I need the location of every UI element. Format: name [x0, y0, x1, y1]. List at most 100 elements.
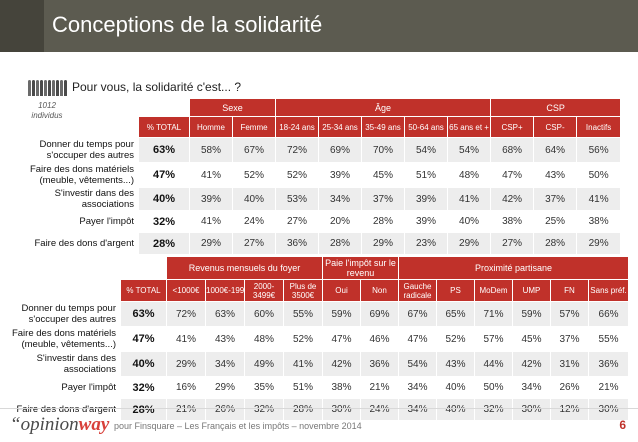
total-cell: 40%: [121, 352, 166, 376]
value-cell: 29%: [190, 233, 232, 254]
value-cell: 44%: [475, 352, 512, 376]
value-cell: 64%: [534, 138, 577, 162]
value-cell: 25%: [534, 211, 577, 232]
row-label: Faire des dons d'argent: [16, 404, 116, 415]
value-cell: 20%: [319, 211, 362, 232]
value-cell: 52%: [284, 327, 322, 351]
value-cell: 41%: [448, 188, 491, 210]
sample-size: 1012 individus: [31, 101, 63, 120]
value-cell: 52%: [437, 327, 474, 351]
value-cell: 48%: [448, 163, 491, 187]
table-revenus-impot-partis: Revenus mensuels du foyer Paie l'impôt s…: [0, 256, 629, 421]
value-cell: 12%: [551, 399, 588, 420]
value-cell: 34%: [399, 399, 436, 420]
value-cell: 51%: [405, 163, 448, 187]
value-cell: 45%: [513, 327, 550, 351]
value-cell: 66%: [589, 302, 629, 326]
row-label: Payer l'impôt: [79, 216, 134, 227]
value-cell: 43%: [437, 352, 474, 376]
opinionway-logo: “opinionway: [10, 414, 110, 435]
value-cell: 27%: [276, 211, 319, 232]
value-cell: 29%: [362, 233, 405, 254]
footer-divider: [0, 408, 638, 409]
column-header: FN: [551, 280, 588, 301]
value-cell: 42%: [323, 352, 360, 376]
value-cell: 57%: [551, 302, 588, 326]
value-cell: 70%: [362, 138, 405, 162]
value-cell: 57%: [475, 327, 512, 351]
row-label: Donner du temps pour s'occuper des autre…: [39, 139, 134, 161]
value-cell: 29%: [577, 233, 621, 254]
value-cell: 46%: [361, 327, 398, 351]
value-cell: 27%: [491, 233, 534, 254]
value-cell: 28%: [534, 233, 577, 254]
total-cell: 40%: [139, 188, 189, 210]
value-cell: 51%: [284, 377, 322, 398]
value-cell: 53%: [276, 188, 319, 210]
value-cell: 54%: [399, 352, 436, 376]
value-cell: 47%: [491, 163, 534, 187]
value-cell: 47%: [399, 327, 436, 351]
footer-source: pour Finsquare – Les Français et les imp…: [114, 421, 362, 431]
question-text: Pour vous, la solidarité c'est... ?: [72, 80, 242, 94]
column-header: Gauche radicale: [399, 280, 436, 301]
value-cell: 30%: [323, 399, 360, 420]
value-cell: 69%: [361, 302, 398, 326]
column-header: PS: [437, 280, 474, 301]
value-cell: 67%: [233, 138, 276, 162]
value-cell: 31%: [551, 352, 588, 376]
value-cell: 40%: [437, 377, 474, 398]
value-cell: 67%: [399, 302, 436, 326]
value-cell: 49%: [245, 352, 283, 376]
column-header: Inactifs: [577, 117, 621, 137]
total-cell: 32%: [139, 211, 189, 232]
value-cell: 54%: [405, 138, 448, 162]
table-row: Faire des dons matériels (meuble, vêteme…: [1, 163, 621, 187]
value-cell: 72%: [276, 138, 319, 162]
value-cell: 36%: [276, 233, 319, 254]
total-cell: 28%: [121, 399, 166, 420]
value-cell: 58%: [190, 138, 232, 162]
column-header: 25-34 ans: [319, 117, 362, 137]
title-accent: [0, 0, 44, 52]
value-cell: 40%: [448, 211, 491, 232]
value-cell: 34%: [319, 188, 362, 210]
value-cell: 30%: [513, 399, 550, 420]
row-label: Payer l'impôt: [61, 382, 116, 393]
value-cell: 37%: [362, 188, 405, 210]
row-label: Faire des dons matériels (meuble, vêteme…: [11, 328, 116, 350]
table-row: Payer l'impôt 32% 16% 29% 35% 51% 38% 21% 34% 40%…: [1, 377, 629, 398]
value-cell: 39%: [319, 163, 362, 187]
table-row: Donner du temps pour s'occuper des autre…: [1, 302, 629, 326]
value-cell: 39%: [190, 188, 232, 210]
column-header: CSP-: [534, 117, 577, 137]
table-row: Faire des dons d'argent 28% 21% 26% 32% 28% 30…: [1, 399, 629, 420]
value-cell: 28%: [319, 233, 362, 254]
value-cell: 52%: [233, 163, 276, 187]
column-header: 1000€-1999€: [206, 280, 244, 301]
row-label: S'investir dans des associations: [36, 353, 116, 375]
group-header: Revenus mensuels du foyer: [167, 257, 322, 279]
value-cell: 21%: [589, 377, 629, 398]
value-cell: 29%: [448, 233, 491, 254]
column-header: 50-64 ans: [405, 117, 448, 137]
column-header: % TOTAL: [121, 280, 166, 301]
value-cell: 65%: [437, 302, 474, 326]
column-header: 35-49 ans: [362, 117, 405, 137]
table-row: S'investir dans des associations 40% 39% 40…: [1, 188, 621, 210]
value-cell: 63%: [206, 302, 244, 326]
column-header: Non: [361, 280, 398, 301]
group-header: Sexe: [190, 99, 276, 116]
table-row: Donner du temps pour s'occuper des autre…: [1, 138, 621, 162]
value-cell: 24%: [361, 399, 398, 420]
value-cell: 55%: [589, 327, 629, 351]
value-cell: 43%: [534, 163, 577, 187]
people-icon: [28, 80, 67, 96]
total-cell: 63%: [139, 138, 189, 162]
value-cell: 52%: [276, 163, 319, 187]
value-cell: 59%: [323, 302, 360, 326]
value-cell: 68%: [491, 138, 534, 162]
value-cell: 29%: [206, 377, 244, 398]
table1-body: Donner du temps pour s'occuper des autre…: [1, 138, 621, 254]
column-header: <1000€: [167, 280, 205, 301]
